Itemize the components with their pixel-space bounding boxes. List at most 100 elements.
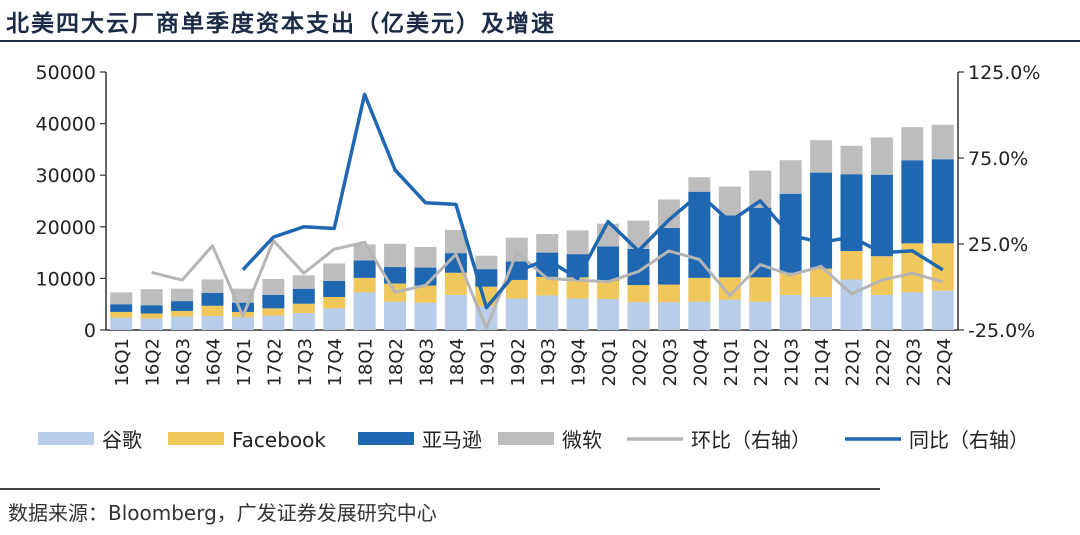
bar-segment [292, 303, 315, 313]
bar-segment [444, 229, 467, 254]
bar-segment [718, 186, 741, 216]
x-tick-label: 17Q2 [264, 338, 285, 387]
x-tick-label: 19Q2 [508, 338, 529, 387]
x-tick-label: 20Q4 [690, 338, 711, 387]
right-tick-label: 125.0% [968, 62, 1040, 84]
left-tick-label: 20000 [36, 217, 96, 239]
x-tick-label: 19Q1 [477, 338, 498, 387]
footer-divider [0, 488, 880, 490]
bar-segment [931, 159, 954, 244]
bar-segment [931, 124, 954, 160]
x-tick-label: 22Q2 [873, 338, 894, 387]
x-tick-label: 21Q4 [812, 338, 833, 387]
bar-segment [779, 294, 802, 330]
bar-segment [597, 246, 620, 281]
bar-segment [597, 299, 620, 330]
bar-segment [901, 292, 924, 330]
bar-segment [718, 299, 741, 330]
bar-segment [201, 279, 224, 293]
right-tick-label: -25.0% [968, 320, 1035, 342]
bar-segment [505, 298, 528, 330]
x-tick-label: 21Q2 [751, 338, 772, 387]
bar-segment [810, 140, 833, 173]
bar-segment [201, 292, 224, 306]
bar-segment [353, 277, 376, 293]
bar-segment [353, 260, 376, 278]
x-tick-label: 17Q1 [234, 338, 255, 387]
title-divider [0, 40, 1080, 42]
x-tick-label: 18Q1 [356, 338, 377, 387]
bar-segment [384, 301, 407, 330]
x-tick-label: 16Q4 [204, 338, 225, 387]
line-path [151, 239, 944, 330]
bar-segment [870, 256, 893, 295]
bar-segment [505, 279, 528, 299]
bar-segment [171, 310, 194, 317]
bar-segment [688, 277, 711, 302]
bar-segment [110, 292, 133, 305]
bar-group [110, 124, 954, 330]
bar-segment [779, 272, 802, 295]
bar-segment [566, 230, 589, 255]
bar-segment [384, 267, 407, 284]
legend-swatch [498, 432, 554, 445]
bar-segment [140, 305, 163, 314]
left-tick-label: 0 [84, 320, 96, 342]
x-tick-label: 21Q3 [782, 338, 803, 387]
x-tick-label: 17Q4 [325, 338, 346, 387]
bar-segment [657, 302, 680, 330]
bar-segment [262, 308, 285, 316]
legend-label: 环比（右轴） [691, 428, 811, 452]
bar-segment [931, 290, 954, 330]
bar-segment [323, 263, 346, 281]
bar-segment [840, 251, 863, 280]
legend-label: 微软 [562, 428, 602, 452]
bar-segment [840, 174, 863, 252]
bar-segment [597, 280, 620, 300]
bar-segment [110, 304, 133, 312]
x-tick-label: 16Q1 [112, 338, 133, 387]
bar-segment [870, 174, 893, 257]
x-tick-label: 20Q1 [599, 338, 620, 387]
bar-segment [718, 215, 741, 278]
bar-segment [870, 294, 893, 330]
bar-segment [323, 280, 346, 297]
bar-segment [414, 246, 437, 268]
bar-segment [536, 252, 559, 277]
chart-title: 北美四大云厂商单季度资本支出（亿美元）及增速 [6, 11, 556, 37]
bar-segment [627, 248, 650, 286]
bar-segment [414, 302, 437, 330]
left-tick-label: 10000 [36, 268, 96, 290]
x-tick-label: 20Q3 [660, 338, 681, 387]
bar-segment [901, 160, 924, 244]
bar-segment [323, 308, 346, 330]
bar-segment [292, 288, 315, 304]
x-tick-label: 20Q2 [630, 338, 651, 387]
bar-segment [323, 296, 346, 309]
bar-segment [749, 170, 772, 208]
bar-segment [657, 284, 680, 303]
bar-segment [140, 313, 163, 319]
bar-segment [110, 311, 133, 318]
bar-segment [475, 269, 498, 287]
bar-segment [414, 285, 437, 303]
legend-swatch [168, 432, 224, 445]
bar-segment [110, 317, 133, 330]
bar-segment [384, 243, 407, 268]
bar-segment [688, 191, 711, 278]
bar-segment [810, 172, 833, 269]
source-note: 数据来源：Bloomberg，广发证券发展研究中心 [8, 501, 437, 525]
bar-segment [536, 295, 559, 330]
x-tick-label: 22Q3 [903, 338, 924, 387]
x-tick-label: 16Q2 [143, 338, 164, 387]
x-tick-label: 19Q4 [569, 338, 590, 387]
x-tick-label: 19Q3 [538, 338, 559, 387]
bar-segment [353, 244, 376, 261]
bar-segment [353, 292, 376, 330]
legend-label: 谷歌 [102, 428, 142, 452]
bar-segment [718, 277, 741, 300]
bar-segment [840, 145, 863, 175]
line-path [241, 92, 944, 310]
x-tick-label: 21Q1 [721, 338, 742, 387]
bar-segment [870, 137, 893, 175]
